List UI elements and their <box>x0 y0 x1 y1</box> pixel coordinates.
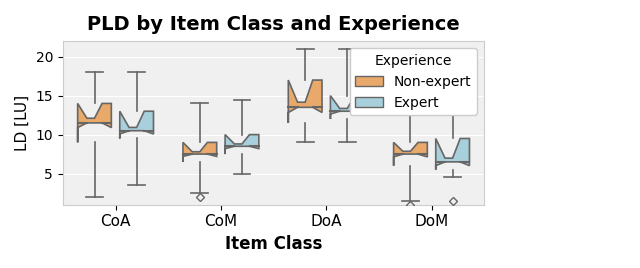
Y-axis label: LD [LU]: LD [LU] <box>15 95 30 151</box>
Polygon shape <box>288 80 322 123</box>
Legend: Non-expert, Expert: Non-expert, Expert <box>349 48 477 115</box>
Polygon shape <box>77 103 111 142</box>
X-axis label: Item Class: Item Class <box>225 235 322 253</box>
Polygon shape <box>394 142 428 166</box>
Polygon shape <box>330 96 364 119</box>
Polygon shape <box>225 135 259 154</box>
Title: PLD by Item Class and Experience: PLD by Item Class and Experience <box>87 15 460 34</box>
Polygon shape <box>183 142 217 162</box>
Polygon shape <box>120 111 154 139</box>
Polygon shape <box>436 139 470 170</box>
